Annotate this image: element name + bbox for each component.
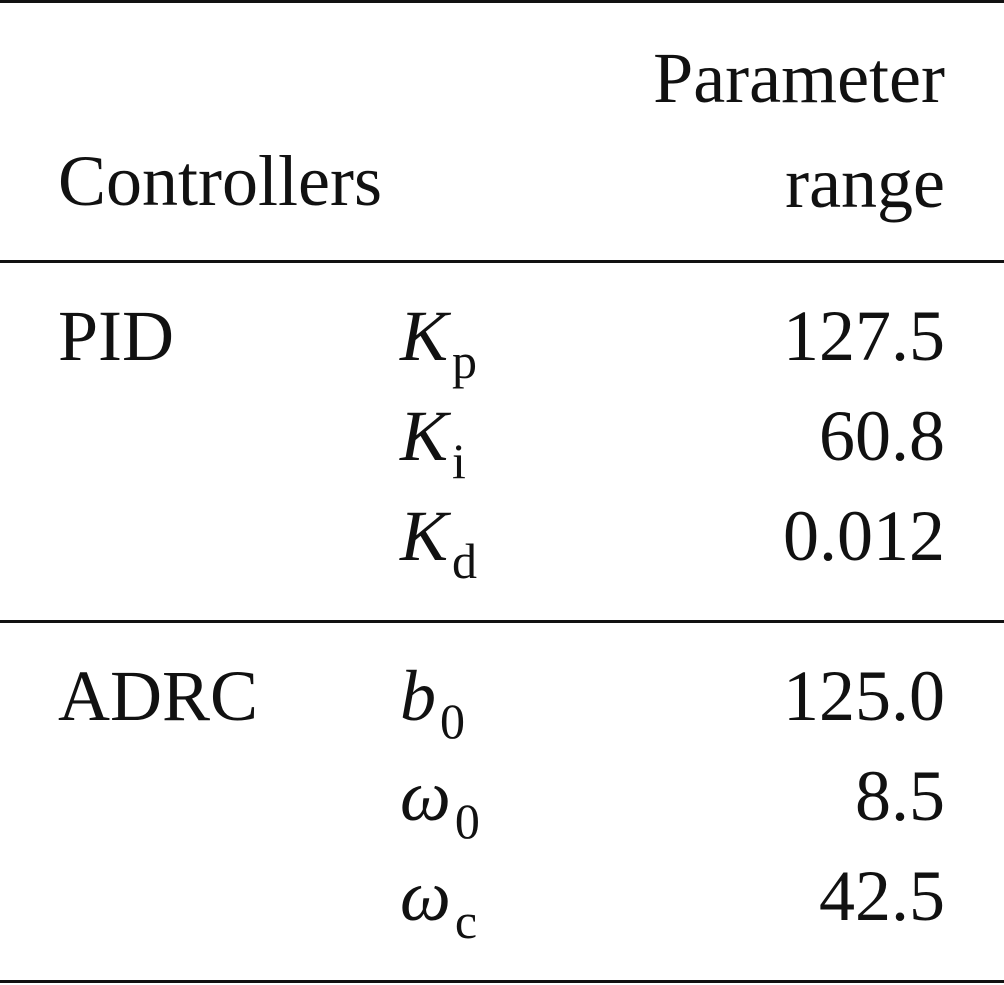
symbol: ω	[400, 856, 451, 936]
subscript: p	[452, 333, 478, 389]
parameter-symbol: ωc	[400, 846, 477, 946]
top-rule	[0, 0, 1004, 3]
parameter-value: 127.5	[783, 296, 945, 376]
parameter-value: 8.5	[855, 756, 945, 836]
subscript: c	[454, 893, 478, 949]
parameter-symbol: ω0	[400, 746, 480, 846]
column-header: Parameter range	[653, 38, 945, 223]
parameter-symbol: b0	[400, 646, 465, 746]
parameter-value: 42.5	[819, 856, 945, 936]
subscript: d	[452, 533, 478, 589]
subscript: i	[452, 433, 466, 489]
group-rule	[0, 620, 1004, 623]
parameter-value: 60.8	[819, 396, 945, 476]
subscript: 0	[440, 693, 465, 749]
column-header: Controllers	[58, 141, 382, 221]
symbol: ω	[400, 756, 451, 836]
bottom-rule	[0, 980, 1004, 983]
parameter-symbol: Kd	[400, 486, 477, 586]
controller-name: PID	[58, 296, 175, 376]
symbol: K	[400, 396, 449, 476]
controller-name: ADRC	[58, 656, 259, 736]
symbol: K	[400, 496, 449, 576]
parameter-value: 125.0	[783, 656, 945, 736]
parameter-value: 0.012	[783, 496, 945, 576]
symbol: K	[400, 296, 449, 376]
subscript: 0	[454, 793, 480, 849]
symbol: b	[400, 656, 436, 736]
header-rule	[0, 260, 1004, 263]
parameter-symbol: Ki	[400, 386, 466, 486]
parameter-symbol: Kp	[400, 286, 477, 386]
